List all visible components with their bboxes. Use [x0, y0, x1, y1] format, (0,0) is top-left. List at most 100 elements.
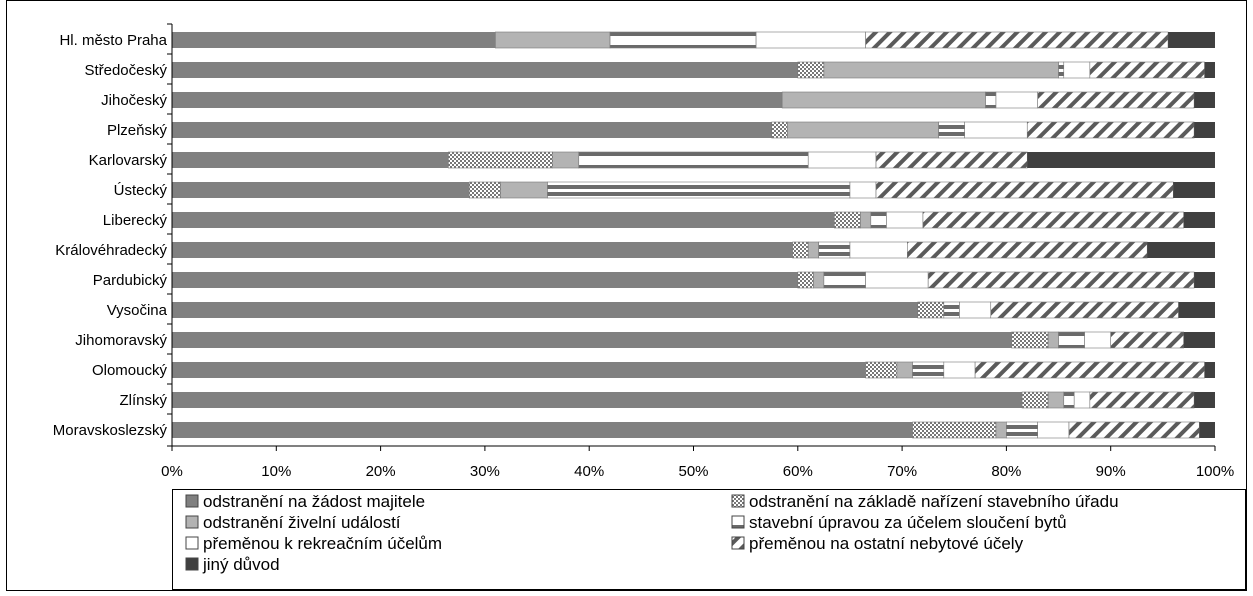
bar-segment-s5-r0 [865, 31, 1169, 49]
bar-segment-s2-r11 [896, 361, 913, 379]
bar-segment-s4-r9 [959, 301, 992, 319]
bar-segment-s3-r2 [985, 91, 997, 109]
category-label: Karlovarský [89, 152, 168, 169]
category-label: Vysočina [107, 302, 168, 319]
bar-segment-s6-r5 [1173, 182, 1215, 198]
legend-box [172, 489, 1246, 590]
bar-segment-s5-r1 [1089, 61, 1205, 79]
legend-label: přeměnou k rekreačním účelům [203, 534, 442, 553]
x-tick-label: 50% [678, 463, 708, 480]
bar-segment-s5-r13 [1068, 421, 1200, 439]
bar-segment-s1-r6 [834, 211, 861, 229]
bar-segment-s5-r12 [1089, 391, 1195, 409]
bar-segment-s2-r13 [995, 421, 1007, 439]
bar-segment-s6-r11 [1204, 362, 1215, 378]
legend-swatch [185, 536, 199, 550]
x-tick-label: 60% [783, 463, 813, 480]
legend-label: odstranění na žádost majitele [203, 492, 425, 511]
bar-segment-s1-r9 [917, 301, 945, 319]
category-label: Ústecký [114, 182, 168, 199]
bar-segment-s2-r4 [552, 151, 580, 169]
bar-segment-s4-r11 [943, 361, 976, 379]
bar-segment-s3-r13 [1006, 421, 1038, 439]
bar-segment-s2-r5 [500, 181, 548, 199]
bar-segment-s1-r5 [468, 181, 501, 199]
bar-segment-s6-r13 [1199, 422, 1215, 438]
bar-segment-s1-r3 [771, 121, 788, 139]
legend-label: jiný důvod [202, 555, 280, 574]
bar-segment-s4-r3 [964, 121, 1028, 139]
bar-segment-s5-r4 [875, 151, 1028, 169]
bar-segment-s0-r0 [172, 32, 496, 48]
bar-segment-s0-r6 [172, 212, 835, 228]
legend-label: odstranění živelní událostí [203, 513, 401, 532]
bar-segment-s0-r12 [172, 392, 1023, 408]
legend-label: přeměnou na ostatní nebytové účely [749, 534, 1024, 553]
bar-segment-s3-r9 [943, 301, 960, 319]
bar-segment-s4-r4 [807, 151, 877, 169]
bar-segment-s1-r4 [448, 151, 553, 169]
legend-swatch [185, 515, 199, 529]
bar-segment-s5-r10 [1110, 331, 1185, 349]
bar-segment-s2-r12 [1047, 391, 1065, 409]
bar-segment-s1-r1 [797, 61, 825, 79]
bar-segment-s3-r4 [578, 151, 809, 169]
bar-segment-s6-r1 [1204, 62, 1215, 78]
bar-segment-s4-r12 [1073, 391, 1091, 409]
legend-swatch [185, 494, 199, 508]
bar-segment-s4-r7 [849, 241, 908, 259]
bar-segment-s5-r7 [907, 241, 1148, 259]
legend-label: stavební úpravou za účelem sloučení bytů [749, 513, 1067, 532]
bar-segment-s2-r1 [823, 61, 1059, 79]
x-tick-label: 30% [470, 463, 500, 480]
bar-segment-s3-r6 [870, 211, 887, 229]
x-tick-label: 90% [1096, 463, 1126, 480]
bar-segment-s3-r3 [938, 121, 965, 139]
category-label: Jihočeský [101, 92, 167, 109]
bar-segment-s0-r4 [172, 152, 449, 168]
category-label: Moravskoslezský [53, 422, 168, 439]
bar-segment-s6-r9 [1178, 302, 1215, 318]
bar-segment-s2-r7 [807, 241, 819, 259]
category-label: Hl. město Praha [59, 32, 167, 49]
bar-segment-s2-r6 [860, 211, 872, 229]
legend-swatch [185, 557, 199, 571]
bar-segment-s0-r7 [172, 242, 793, 258]
bar-segment-s5-r8 [927, 271, 1195, 289]
bar-segment-s3-r12 [1063, 391, 1075, 409]
bar-segment-s0-r10 [172, 332, 1012, 348]
bar-segment-s4-r2 [995, 91, 1038, 109]
bar-segment-s0-r8 [172, 272, 798, 288]
bar-segment-s3-r1 [1058, 61, 1065, 79]
bar-segment-s3-r10 [1058, 331, 1085, 349]
bar-segment-s3-r11 [912, 361, 945, 379]
bar-segment-s5-r5 [875, 181, 1174, 199]
bar-segment-s4-r13 [1037, 421, 1070, 439]
bar-segment-s1-r7 [792, 241, 809, 259]
bar-segment-s0-r3 [172, 122, 772, 138]
bar-segment-s2-r2 [781, 91, 986, 109]
x-tick-label: 40% [574, 463, 604, 480]
category-label: Pardubický [93, 272, 168, 289]
bar-segment-s5-r11 [974, 361, 1205, 379]
bar-segment-s6-r10 [1183, 332, 1215, 348]
bar-segment-s1-r11 [865, 361, 898, 379]
bar-segment-s0-r2 [172, 92, 783, 108]
bar-segment-s0-r5 [172, 182, 470, 198]
legend-swatch [731, 515, 745, 529]
bar-segment-s5-r3 [1026, 121, 1195, 139]
bar-segment-s6-r3 [1194, 122, 1215, 138]
category-label: Liberecký [103, 212, 168, 229]
x-tick-label: 10% [261, 463, 291, 480]
bar-segment-s1-r13 [912, 421, 997, 439]
bar-segment-s1-r12 [1021, 391, 1049, 409]
category-label: Plzeňský [107, 122, 168, 139]
bar-segment-s2-r0 [495, 31, 611, 49]
category-label: Olomoucký [92, 362, 168, 379]
bar-segment-s4-r1 [1063, 61, 1091, 79]
bar-segment-s1-r10 [1011, 331, 1049, 349]
bar-segment-s2-r10 [1047, 331, 1059, 349]
bar-segment-s5-r9 [990, 301, 1179, 319]
category-label: Středočeský [84, 62, 167, 79]
